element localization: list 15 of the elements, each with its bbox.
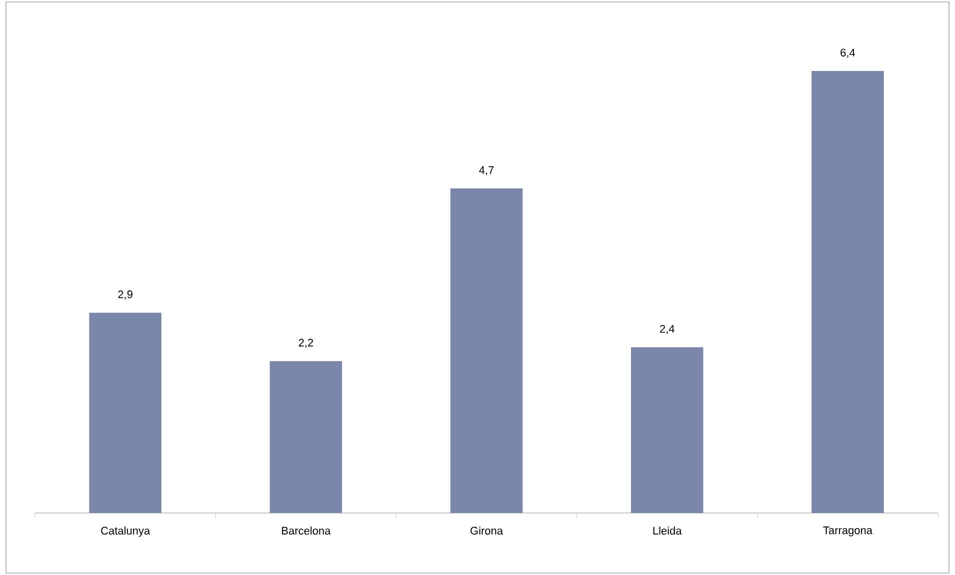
data-label: 4,7 — [479, 166, 494, 176]
bar — [630, 347, 704, 513]
data-label: 6,4 — [840, 48, 856, 58]
bar — [89, 312, 162, 513]
data-label: 2,2 — [298, 338, 313, 348]
bar — [450, 188, 523, 513]
x-tick-label: Tarragona — [823, 526, 872, 536]
data-label: 2,4 — [660, 324, 674, 334]
x-tick-label: Barcelona — [282, 526, 331, 535]
x-tick-label: Catalunya — [101, 526, 150, 537]
data-label: 2,9 — [118, 290, 132, 300]
x-tick-label: Lleida — [653, 526, 682, 535]
bar — [812, 71, 884, 513]
bar — [270, 361, 342, 513]
x-tick-label: Girona — [470, 526, 504, 535]
